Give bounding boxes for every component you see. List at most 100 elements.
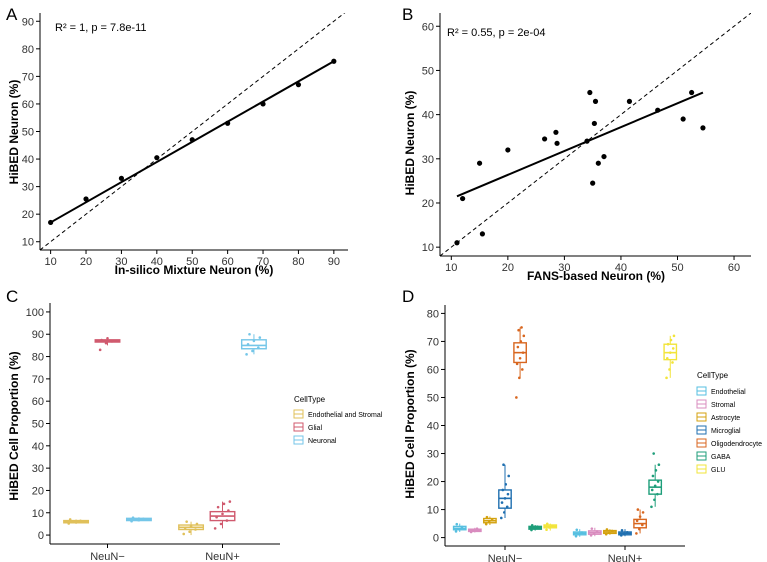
panel-d-box-point: [505, 505, 509, 509]
panel-b-x-tick-label: 40: [615, 262, 627, 274]
panel-d-legend-item: Stromal: [696, 399, 736, 409]
panel-a-y-axis-title: HiBED Neuron (%): [7, 80, 21, 185]
panel-d-legend-title: CellType: [697, 371, 729, 380]
panel-d-y-tick-label: 60: [427, 364, 439, 376]
panel-d-box-point: [665, 376, 668, 380]
panel-d-x-category-label: NeuN−: [488, 553, 523, 562]
panel-d-box-point: [635, 532, 638, 535]
panel-c-legend-title: CellType: [294, 395, 326, 404]
panel-d-box-point: [507, 474, 511, 478]
panel-d-box-point: [671, 361, 674, 364]
panel-c-boxplot: HiBED Cell Proportion (%) CellType 0 10 20…: [7, 303, 383, 562]
panel-c-y-tick-label: 60: [32, 396, 44, 408]
panel-b-y-tick-label: 60: [422, 21, 434, 33]
panel-c-box-point: [219, 522, 223, 526]
panel-d-box-point: [650, 505, 653, 509]
panel-b-x-axis-title: FANS-based Neuron (%): [527, 269, 665, 283]
panel-b-data-point: [505, 147, 511, 153]
panel-d-box-point: [521, 368, 524, 371]
panel-letter-b: B: [402, 5, 413, 24]
panel-d-box: [648, 452, 663, 509]
panel-d-box-point: [590, 527, 594, 530]
panel-b-data-point: [460, 195, 466, 202]
panel-d-box: [452, 522, 467, 533]
panel-a-x-tick-label: 90: [328, 256, 340, 268]
panel-a-data-point: [83, 196, 89, 202]
panel-c-y-tick-label: 0: [38, 530, 44, 542]
panel-d-box-point: [502, 463, 505, 467]
panel-c-box-point: [213, 527, 217, 530]
panel-a-x-tick-label: 20: [80, 256, 92, 268]
panel-c-y-tick-label: 20: [32, 485, 44, 497]
panel-b-scatter: R² = 0.55, p = 2e-04 FANS-based Neuron (…: [403, 13, 751, 283]
panel-b-data-point: [454, 240, 460, 246]
panel-a-y-tick-label: 30: [22, 182, 34, 194]
panel-c-box: [209, 500, 236, 530]
panel-d-box-point: [484, 522, 488, 526]
panel-d-legend-label: Stromal: [711, 402, 736, 409]
panel-c-box: [125, 516, 152, 523]
panel-d-box: [663, 334, 678, 380]
panel-d-box-point: [506, 492, 510, 496]
panel-d-box-point: [518, 356, 522, 360]
panel-c-legend-label: Neuronal: [308, 438, 337, 445]
panel-c-box-point: [182, 532, 186, 536]
panel-d-box: [467, 527, 482, 534]
panel-a-y-tick-label: 20: [22, 209, 34, 221]
panel-d-box-point: [574, 534, 578, 538]
panel-d-legend-item: Endothelial: [696, 386, 746, 396]
panel-c-legend-item: Endothelial and Stromal: [293, 409, 383, 419]
panel-a-y-tick-label: 10: [22, 237, 34, 249]
panel-b-x-tick-label: 10: [445, 262, 457, 274]
panel-c-box-point: [245, 353, 248, 356]
panel-d-legend-item: GABA: [696, 451, 731, 461]
panel-b-data-point: [700, 125, 706, 131]
panel-d-box: [587, 527, 602, 537]
panel-c-x-category-label: NeuN−: [90, 551, 125, 562]
panel-d-legend-label: Astrocyte: [711, 415, 740, 422]
panel-a-data-point: [331, 58, 337, 64]
panel-d-box-point: [652, 452, 655, 455]
panel-c-x-category-label: NeuN+: [205, 551, 240, 562]
panel-d-box-point: [635, 519, 639, 523]
panel-d-box-point: [620, 529, 624, 532]
panel-d-legend-label: Microglial: [711, 428, 741, 435]
panel-c-box-point: [98, 348, 102, 352]
panel-c-box-point: [258, 336, 262, 339]
panel-d-box-point: [656, 480, 660, 483]
panel-d-box-point: [672, 334, 676, 338]
panel-c-box-point: [222, 502, 226, 506]
panel-d-y-tick-label: 70: [427, 336, 439, 348]
panel-d-box-point: [500, 501, 504, 504]
panel-a-data-point: [154, 155, 160, 161]
panel-b-y-tick-label: 50: [422, 65, 434, 77]
panel-d-y-tick-label: 80: [427, 308, 439, 320]
panel-d-legend-label: Endothelial: [711, 389, 746, 396]
panel-d-y-axis-title: HiBED Cell Proportion (%): [403, 349, 417, 498]
panel-d-box-point: [515, 396, 518, 399]
panel-d-legend-item: Oligodendrocyte: [696, 438, 762, 448]
panel-c-box: [94, 336, 121, 352]
panel-b-data-point: [590, 180, 596, 186]
panel-c-y-tick-label: 80: [32, 352, 44, 364]
panel-d-box-point: [545, 528, 548, 532]
panel-c-box-point: [188, 530, 191, 534]
panel-c-box-point: [185, 520, 188, 523]
panel-c-legend: Endothelial and Stromal Glial Neuronal: [293, 409, 383, 445]
panel-letter-d: D: [402, 287, 414, 306]
panel-a-data-point: [189, 137, 195, 143]
panel-a-y-tick-label: 40: [22, 154, 34, 166]
panel-d-box-point: [516, 345, 520, 349]
panel-a-data-point: [48, 219, 54, 226]
panel-c-box-point: [221, 512, 224, 516]
panel-a-data-point: [118, 175, 125, 181]
panel-d-legend-item: GLU: [696, 464, 725, 474]
panel-a-x-tick-label: 10: [44, 256, 56, 268]
panel-b-data-point: [591, 120, 597, 127]
panel-b-data-point: [680, 116, 686, 122]
panel-a-data-point: [225, 120, 231, 126]
panel-a-y-tick-label: 80: [22, 44, 34, 56]
panel-d-box-point: [671, 347, 675, 350]
panel-b-y-tick-label: 10: [422, 242, 434, 254]
panel-a-identity-line: [40, 13, 346, 250]
